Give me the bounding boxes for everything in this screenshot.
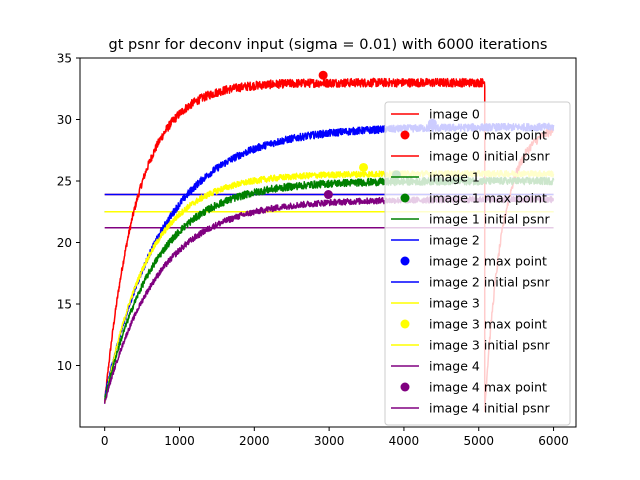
legend-label: image 2 max point (429, 254, 547, 269)
legend-entry-initial-image-2: image 2 initial psnr (391, 275, 551, 290)
axes: 0 1000 2000 3000 4000 5000 6000 10 15 20 25 30 35 (57, 52, 577, 448)
legend-entry-series-image-2: image 2 (391, 233, 480, 248)
x-tick-label: 4000 (389, 434, 420, 448)
legend-label: image 1 max point (429, 191, 547, 206)
legend-entry-max-image-2: image 2 max point (400, 254, 547, 269)
max-point-image-3 (359, 162, 369, 172)
y-tick-label: 10 (57, 359, 72, 373)
legend-label: image 3 (429, 296, 480, 311)
legend-entry-series-image-0: image 0 (391, 107, 480, 122)
legend-label: image 4 max point (429, 380, 547, 395)
x-tick-label: 5000 (463, 434, 494, 448)
legend-box (384, 101, 571, 426)
series-line-image-0 (103, 77, 555, 413)
legend-entry-series-image-3: image 3 (391, 296, 480, 311)
y-tick-label: 30 (57, 113, 72, 127)
legend-entry-initial-image-3: image 3 initial psnr (391, 338, 551, 353)
max-point-image-0 (318, 70, 328, 80)
y-tick-label: 15 (57, 298, 72, 312)
y-tick-label: 35 (57, 52, 72, 66)
x-tick-label: 0 (101, 434, 109, 448)
x-tick-label: 3000 (314, 434, 345, 448)
x-tick-label: 2000 (239, 434, 270, 448)
legend-entry-series-image-4: image 4 (391, 359, 480, 374)
legend-dot-swatch (400, 319, 410, 329)
legend-label: image 3 max point (429, 317, 547, 332)
legend-label: image 0 max point (429, 128, 547, 143)
legend-entry-initial-image-4: image 4 initial psnr (391, 401, 551, 416)
legend-entry-max-image-0: image 0 max point (400, 128, 547, 143)
legend-dot-swatch (400, 256, 410, 266)
chart-title: gt psnr for deconv input (sigma = 0.01) … (109, 37, 548, 53)
y-tick-label: 25 (57, 175, 72, 189)
legend-entry-initial-image-0: image 0 initial psnr (391, 149, 551, 164)
legend-label: image 3 initial psnr (429, 338, 551, 353)
legend-entry-series-image-1: image 1 (391, 170, 480, 185)
legend-entry-max-image-4: image 4 max point (400, 380, 547, 395)
x-tick-label: 6000 (538, 434, 569, 448)
legend-label: image 0 initial psnr (429, 149, 551, 164)
legend: image 0 image 0 max point image 0 initial … (384, 101, 571, 426)
legend-dot-swatch (400, 382, 410, 392)
legend-label: image 1 (429, 170, 480, 185)
max-point-image-4 (323, 190, 333, 200)
legend-label: image 2 (429, 233, 480, 248)
legend-label: image 4 (429, 359, 480, 374)
legend-label: image 1 initial psnr (429, 212, 551, 227)
legend-entry-max-image-1: image 1 max point (400, 191, 547, 206)
legend-label: image 2 initial psnr (429, 275, 551, 290)
legend-dot-swatch (400, 130, 410, 140)
y-tick-label: 20 (57, 236, 72, 250)
x-tick-label: 1000 (164, 434, 195, 448)
legend-entry-initial-image-1: image 1 initial psnr (391, 212, 551, 227)
legend-entry-max-image-3: image 3 max point (400, 317, 547, 332)
legend-label: image 4 initial psnr (429, 401, 551, 416)
legend-dot-swatch (400, 193, 410, 203)
legend-label: image 0 (429, 107, 480, 122)
